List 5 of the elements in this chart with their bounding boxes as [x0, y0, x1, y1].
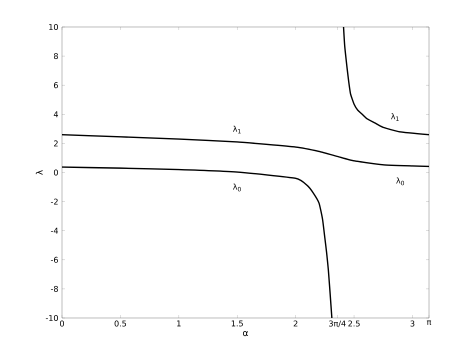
- y-axis-title: λ: [36, 170, 43, 175]
- line-series: [342, 26, 430, 136]
- line-series: [62, 166, 333, 318]
- line-series: [62, 134, 430, 168]
- x-axis-title: α: [243, 331, 248, 336]
